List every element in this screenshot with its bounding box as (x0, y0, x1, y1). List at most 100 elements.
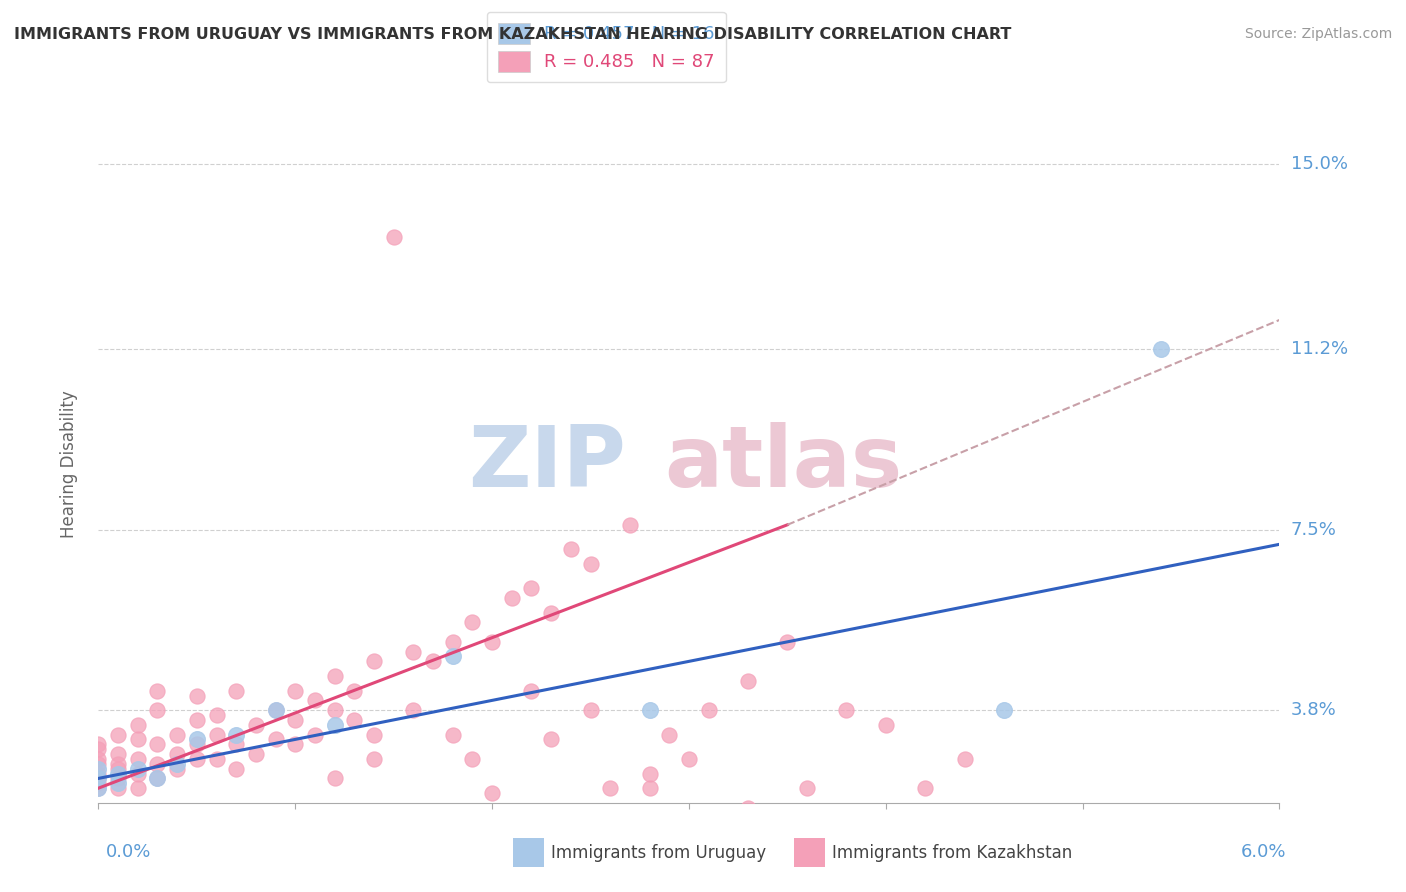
Point (87, 742, 110, 756)
Point (461, 615, 484, 630)
Point (520, 581, 543, 595)
Point (166, 762, 188, 776)
Point (284, 737, 307, 751)
Text: 11.2%: 11.2% (1291, 340, 1348, 359)
Point (87, 772, 110, 786)
Point (107, 727, 129, 741)
Point (225, 762, 247, 776)
Point (284, 713, 307, 727)
Point (245, 747, 267, 761)
Text: 6.0%: 6.0% (1241, 843, 1286, 861)
Point (638, 703, 661, 717)
Text: 15.0%: 15.0% (1291, 155, 1347, 173)
Point (678, 752, 700, 766)
Point (441, 649, 464, 664)
Point (225, 737, 247, 751)
Point (146, 756, 169, 771)
Text: IMMIGRANTS FROM URUGUAY VS IMMIGRANTS FROM KAZAKHSTAN HEARING DISABILITY CORRELA: IMMIGRANTS FROM URUGUAY VS IMMIGRANTS FR… (14, 27, 1011, 42)
Point (343, 713, 366, 727)
Text: atlas: atlas (664, 422, 903, 506)
Point (953, 752, 976, 766)
Point (87, 737, 110, 751)
Point (186, 737, 208, 751)
Point (264, 732, 287, 747)
Point (264, 703, 287, 717)
Point (323, 718, 346, 732)
Point (461, 752, 484, 766)
Point (107, 762, 129, 776)
Point (87, 776, 110, 790)
Point (520, 683, 543, 698)
Point (107, 747, 129, 761)
Point (481, 635, 503, 649)
Point (363, 752, 385, 766)
Point (875, 718, 897, 732)
Point (186, 752, 208, 766)
Point (264, 703, 287, 717)
Point (579, 557, 602, 571)
Point (127, 766, 149, 780)
Point (127, 752, 149, 766)
Point (107, 781, 129, 796)
Text: Immigrants from Kazakhstan: Immigrants from Kazakhstan (832, 844, 1073, 862)
Point (619, 517, 641, 532)
Point (186, 713, 208, 727)
Point (638, 766, 661, 780)
Point (87, 781, 110, 796)
Point (304, 693, 326, 707)
Point (835, 703, 858, 717)
Text: 0.0%: 0.0% (105, 843, 150, 861)
Text: ZIP: ZIP (468, 422, 626, 506)
Point (382, 230, 405, 244)
Point (146, 683, 169, 698)
Point (107, 776, 129, 790)
Text: 7.5%: 7.5% (1291, 521, 1337, 539)
Point (166, 747, 188, 761)
Point (796, 781, 818, 796)
Point (87, 756, 110, 771)
Point (323, 703, 346, 717)
Point (87, 766, 110, 780)
Point (127, 781, 149, 796)
Point (186, 732, 208, 747)
Point (697, 703, 720, 717)
Point (402, 645, 425, 659)
Point (107, 756, 129, 771)
Point (87, 772, 110, 786)
Point (186, 689, 208, 703)
Point (127, 718, 149, 732)
Y-axis label: Hearing Disability: Hearing Disability (59, 390, 77, 538)
Point (127, 762, 149, 776)
Point (363, 654, 385, 668)
Point (245, 718, 267, 732)
Point (146, 772, 169, 786)
Point (540, 606, 562, 620)
Text: Immigrants from Uruguay: Immigrants from Uruguay (551, 844, 766, 862)
Point (225, 727, 247, 741)
Point (501, 591, 523, 605)
Point (737, 673, 759, 688)
Point (914, 781, 936, 796)
Point (107, 766, 129, 780)
Point (776, 635, 799, 649)
Point (146, 703, 169, 717)
Text: Source: ZipAtlas.com: Source: ZipAtlas.com (1244, 27, 1392, 41)
Legend: R = 0.457   N = 16, R = 0.485   N = 87: R = 0.457 N = 16, R = 0.485 N = 87 (486, 12, 725, 82)
Point (1150, 343, 1173, 357)
Point (560, 542, 582, 557)
Point (146, 772, 169, 786)
Text: 3.8%: 3.8% (1291, 701, 1336, 719)
Point (127, 732, 149, 747)
Point (107, 772, 129, 786)
Point (87, 781, 110, 796)
Point (599, 781, 621, 796)
Point (658, 727, 681, 741)
Point (225, 683, 247, 698)
Point (579, 703, 602, 717)
Point (993, 703, 1015, 717)
Point (87, 752, 110, 766)
Point (441, 635, 464, 649)
Point (304, 727, 326, 741)
Point (87, 762, 110, 776)
Point (166, 756, 188, 771)
